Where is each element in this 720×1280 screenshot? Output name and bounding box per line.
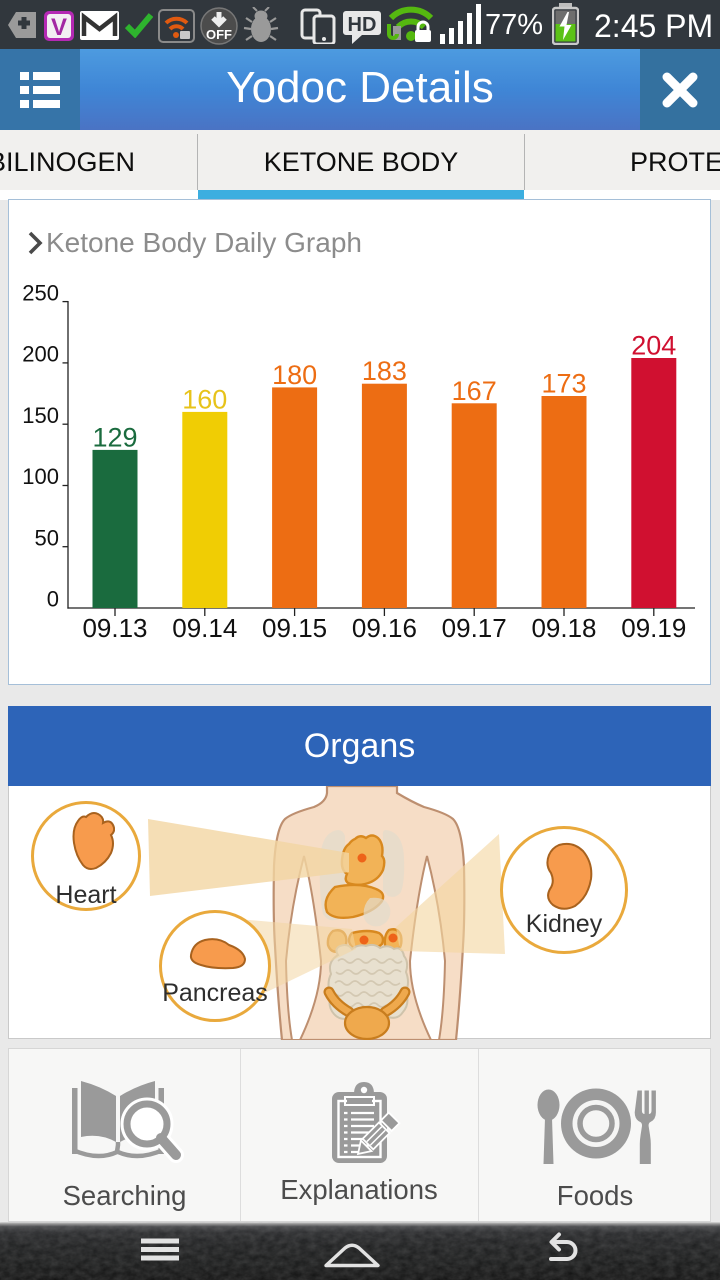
- svg-text:150: 150: [22, 403, 59, 428]
- svg-text:V: V: [51, 14, 67, 41]
- svg-text:173: 173: [541, 369, 586, 399]
- svg-text:OFF: OFF: [206, 27, 232, 42]
- svg-text:09.16: 09.16: [352, 613, 417, 643]
- svg-text:200: 200: [22, 342, 59, 367]
- svg-text:0: 0: [47, 587, 59, 612]
- svg-text:160: 160: [182, 384, 227, 414]
- svg-text:09.15: 09.15: [262, 613, 327, 643]
- svg-text:100: 100: [22, 464, 59, 489]
- svg-text:HD: HD: [348, 14, 377, 36]
- svg-text:09.14: 09.14: [172, 613, 237, 643]
- svg-text:167: 167: [452, 376, 497, 406]
- svg-text:129: 129: [92, 422, 137, 452]
- svg-text:180: 180: [272, 360, 317, 390]
- svg-text:250: 250: [22, 280, 59, 305]
- svg-text:50: 50: [35, 525, 59, 550]
- svg-text:09.18: 09.18: [531, 613, 596, 643]
- svg-text:204: 204: [631, 331, 676, 361]
- svg-text:09.17: 09.17: [442, 613, 507, 643]
- svg-text:183: 183: [362, 356, 407, 386]
- svg-text:09.19: 09.19: [621, 613, 686, 643]
- svg-text:09.13: 09.13: [82, 613, 147, 643]
